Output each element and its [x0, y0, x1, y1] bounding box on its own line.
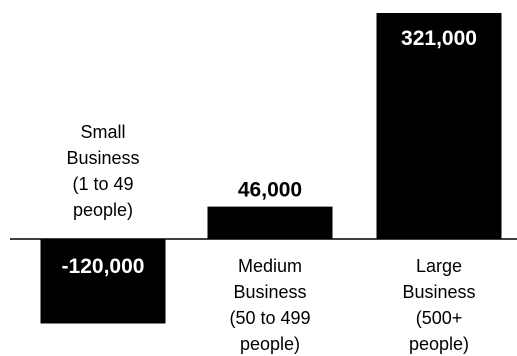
category-label-line: Medium	[238, 256, 302, 276]
category-label-line: Business	[233, 282, 306, 302]
category-label-line: (50 to 499	[229, 308, 310, 328]
category-label-line: Large	[416, 256, 462, 276]
category-label-line: (500+	[416, 308, 463, 328]
category-label-line: people)	[240, 334, 300, 354]
data-label-small: -120,000	[62, 255, 145, 278]
category-label-line: Small	[80, 122, 125, 142]
category-label-line: Business	[66, 148, 139, 168]
category-label-line: people)	[73, 200, 133, 220]
data-label-medium: 46,000	[238, 179, 302, 202]
bar-medium	[207, 206, 333, 239]
category-label-line: people)	[409, 334, 469, 354]
bar-large	[376, 13, 502, 239]
category-label-line: (1 to 49	[72, 174, 133, 194]
category-label-line: Business	[402, 282, 475, 302]
category-label-medium: Medium Business (50 to 499 people)	[229, 256, 310, 354]
data-label-large: 321,000	[401, 27, 477, 50]
category-label-small: Small Business (1 to 49 people)	[66, 122, 139, 220]
bar-small	[40, 239, 166, 324]
category-label-large: Large Business (500+ people)	[402, 256, 475, 354]
